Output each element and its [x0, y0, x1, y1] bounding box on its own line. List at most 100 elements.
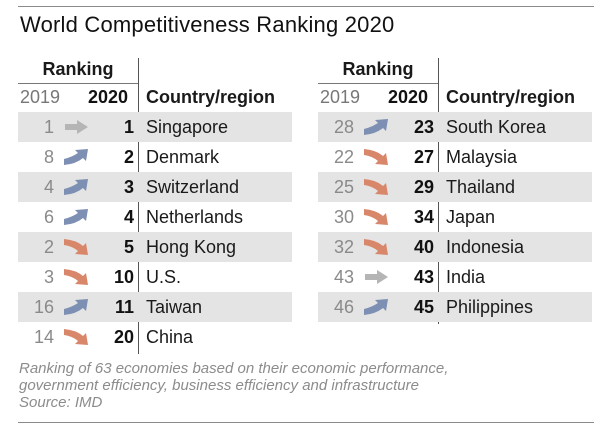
column-headers: 2019 2020 Country/region — [18, 84, 292, 112]
table-row: 25 29 Thailand — [318, 172, 592, 202]
ranking-header: Ranking — [18, 58, 292, 84]
rank-2020: 1 — [123, 117, 134, 137]
table-row: 22 27 Malaysia — [318, 142, 592, 172]
table-row: 6 4 Netherlands — [18, 202, 292, 232]
country-name: Indonesia — [446, 237, 525, 257]
table-row: 43 43 India — [318, 262, 592, 292]
table-row: 30 34 Japan — [318, 202, 592, 232]
country-name: Switzerland — [146, 177, 240, 197]
rank-2020: 10 — [113, 267, 134, 287]
arrow-up-icon — [62, 147, 92, 167]
rank-2020: 3 — [123, 177, 134, 197]
rank-2019: 3 — [43, 267, 54, 287]
column-divider — [138, 58, 139, 354]
country-name: Thailand — [446, 177, 516, 197]
footnote-line-2: government efficiency, business efficien… — [19, 377, 419, 394]
arrow-down-icon — [362, 147, 392, 167]
footnote: Ranking of 63 economies based on their e… — [19, 360, 448, 411]
table-row: 46 45 Philippines — [318, 292, 592, 322]
rank-2019: 2 — [43, 237, 54, 257]
country-name: Malaysia — [446, 147, 518, 167]
rank-2020: 40 — [413, 237, 434, 257]
arrow-up-icon — [62, 207, 92, 227]
arrow-up-icon — [362, 297, 392, 317]
rank-2019: 4 — [43, 177, 54, 197]
ranking-table-left: Ranking 2019 2020 Country/region 1 1 Singa… — [18, 58, 292, 354]
rank-2020: 4 — [123, 207, 134, 227]
ranking-table-right: Ranking 2019 2020 Country/region 28 23 Sou… — [318, 58, 592, 324]
arrow-right-icon — [362, 267, 392, 287]
country-name: Netherlands — [146, 207, 244, 227]
arrow-down-icon — [62, 327, 92, 347]
rank-2019: 43 — [333, 267, 354, 287]
rank-2019: 1 — [43, 117, 54, 137]
table-row: 32 40 Indonesia — [318, 232, 592, 262]
header-2020: 2020 — [88, 87, 129, 107]
country-name: U.S. — [146, 267, 182, 287]
column-headers: 2019 2020 Country/region — [318, 84, 592, 112]
rank-2019: 22 — [333, 147, 354, 167]
country-name: Taiwan — [146, 297, 203, 317]
rank-2020: 11 — [114, 297, 134, 317]
header-country: Country/region — [446, 87, 575, 107]
table-row: 4 3 Switzerland — [18, 172, 292, 202]
rank-2020: 27 — [413, 147, 434, 167]
country-name: Japan — [446, 207, 496, 227]
country-name: China — [146, 327, 194, 347]
ranking-underline — [318, 83, 438, 84]
arrow-up-icon — [362, 117, 392, 137]
header-country: Country/region — [146, 87, 275, 107]
rank-2020: 20 — [113, 327, 134, 347]
rank-2019: 16 — [33, 297, 54, 317]
rank-2019: 25 — [333, 177, 354, 197]
arrow-up-icon — [62, 177, 92, 197]
arrow-down-icon — [362, 237, 392, 257]
arrow-down-icon — [62, 237, 92, 257]
ranking-header: Ranking — [318, 58, 592, 84]
arrow-down-icon — [362, 177, 392, 197]
rank-2020: 34 — [413, 207, 434, 227]
ranking-label: Ranking — [342, 59, 414, 79]
rank-2020: 5 — [123, 237, 134, 257]
rank-2020: 29 — [413, 177, 434, 197]
rank-2020: 43 — [413, 267, 434, 287]
country-name: Philippines — [446, 297, 534, 317]
table-row: 16 11 Taiwan — [18, 292, 292, 322]
country-name: Hong Kong — [146, 237, 237, 257]
arrow-right-icon — [62, 117, 92, 137]
header-2019: 2019 — [320, 87, 361, 107]
ranking-underline — [18, 83, 138, 84]
rank-2020: 2 — [123, 147, 134, 167]
rank-2019: 46 — [333, 297, 354, 317]
table-body: 1 1 Singapore 8 2 Denmark 4 3 Switzerland 6 4 Nethe… — [18, 112, 292, 352]
source-note: Source: IMD — [19, 394, 103, 411]
country-name: Singapore — [146, 117, 229, 137]
rank-2019: 14 — [33, 327, 54, 347]
header-2019: 2019 — [20, 87, 61, 107]
rank-2019: 8 — [43, 147, 54, 167]
header-2020: 2020 — [388, 87, 429, 107]
arrow-down-icon — [362, 207, 392, 227]
rank-2019: 28 — [333, 117, 354, 137]
table-row: 28 23 South Korea — [318, 112, 592, 142]
arrow-up-icon — [62, 297, 92, 317]
table-row: 8 2 Denmark — [18, 142, 292, 172]
table-row: 3 10 U.S. — [18, 262, 292, 292]
table-row: 14 20 China — [18, 322, 292, 352]
rank-2019: 30 — [333, 207, 354, 227]
country-name: Denmark — [146, 147, 220, 167]
arrow-down-icon — [62, 267, 92, 287]
ranking-label: Ranking — [42, 59, 114, 79]
table-row: 1 1 Singapore — [18, 112, 292, 142]
rank-2019: 6 — [43, 207, 54, 227]
rank-2020: 23 — [413, 117, 434, 137]
rank-2020: 45 — [413, 297, 434, 317]
top-rule — [18, 6, 594, 7]
country-name: India — [446, 267, 486, 287]
bottom-rule — [18, 422, 594, 423]
country-name: South Korea — [446, 117, 547, 137]
chart-title: World Competitiveness Ranking 2020 — [20, 12, 395, 37]
footnote-line-1: Ranking of 63 economies based on their e… — [19, 360, 449, 377]
table-body: 28 23 South Korea 22 27 Malaysia 25 29 Thailand 3… — [318, 112, 592, 322]
rank-2019: 32 — [333, 237, 354, 257]
